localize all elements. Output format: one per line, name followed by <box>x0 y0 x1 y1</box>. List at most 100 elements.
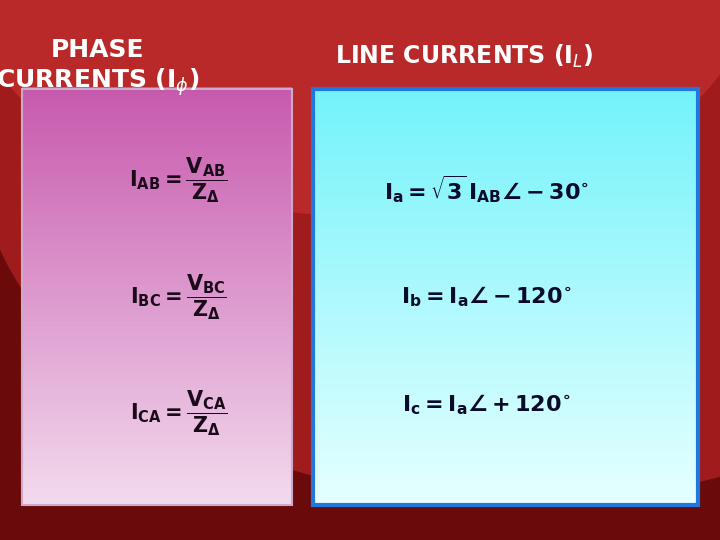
Bar <box>313 337 698 344</box>
Text: $\mathbf{I_a = \sqrt{3}\, I_{AB}\angle -30^{\circ}}$: $\mathbf{I_a = \sqrt{3}\, I_{AB}\angle -… <box>384 173 589 205</box>
Bar <box>313 155 698 162</box>
Bar <box>22 145 292 151</box>
Bar <box>22 269 292 276</box>
Bar <box>313 477 698 484</box>
Bar <box>313 451 698 458</box>
Bar <box>313 134 698 141</box>
Bar <box>313 415 698 422</box>
Bar <box>313 124 698 131</box>
Bar <box>313 139 698 146</box>
Bar <box>22 160 292 167</box>
Bar <box>22 290 292 297</box>
Bar <box>313 430 698 437</box>
Bar <box>22 301 292 307</box>
Bar <box>313 108 698 115</box>
Bar <box>313 165 698 172</box>
Bar <box>22 436 292 443</box>
Bar <box>313 389 698 396</box>
Bar <box>313 129 698 136</box>
Bar <box>22 244 292 250</box>
Text: $\mathbf{I_b = I_a\angle -120^{\circ}}$: $\mathbf{I_b = I_a\angle -120^{\circ}}$ <box>401 285 572 309</box>
Bar <box>313 301 698 307</box>
Bar <box>313 98 698 105</box>
Bar <box>22 467 292 474</box>
Bar <box>313 321 698 328</box>
Bar <box>313 441 698 448</box>
Bar <box>313 145 698 151</box>
Bar <box>313 446 698 453</box>
Bar <box>313 420 698 427</box>
Bar <box>313 462 698 469</box>
Bar <box>22 222 292 230</box>
Bar <box>22 462 292 469</box>
Bar <box>22 254 292 261</box>
Bar <box>22 379 292 386</box>
Bar <box>313 347 698 354</box>
Bar <box>22 171 292 178</box>
Bar <box>313 483 698 489</box>
Bar <box>22 124 292 131</box>
Bar <box>22 441 292 448</box>
Bar <box>313 404 698 411</box>
Bar <box>22 472 292 479</box>
Bar <box>313 264 698 271</box>
Bar <box>22 493 292 500</box>
Bar <box>22 399 292 406</box>
Bar <box>22 98 292 105</box>
Bar <box>313 89 698 505</box>
Bar <box>22 311 292 318</box>
Bar <box>313 295 698 302</box>
Bar <box>22 295 292 302</box>
Bar <box>22 420 292 427</box>
Bar <box>22 212 292 219</box>
Bar <box>313 248 698 255</box>
Bar <box>22 285 292 292</box>
Bar <box>313 238 698 245</box>
Bar <box>313 233 698 240</box>
Bar <box>22 218 292 224</box>
Bar <box>22 410 292 416</box>
Bar <box>22 384 292 390</box>
Text: $\mathbf{I_{BC} = \dfrac{V_{BC}}{Z_{\Delta}}}$: $\mathbf{I_{BC} = \dfrac{V_{BC}}{Z_{\Del… <box>130 272 227 322</box>
Bar <box>22 451 292 458</box>
Bar <box>313 212 698 219</box>
Bar <box>313 218 698 224</box>
Bar <box>313 436 698 443</box>
Bar <box>313 306 698 313</box>
Bar <box>313 207 698 214</box>
Bar <box>313 93 698 99</box>
Bar <box>22 456 292 463</box>
Bar <box>313 316 698 323</box>
Text: PHASE
CURRENTS (I$_{\phi}$): PHASE CURRENTS (I$_{\phi}$) <box>0 38 199 98</box>
Bar <box>22 186 292 193</box>
Bar <box>22 93 292 99</box>
Bar <box>22 207 292 214</box>
Bar <box>22 89 292 505</box>
Bar <box>22 426 292 432</box>
Bar <box>313 384 698 390</box>
Bar <box>22 103 292 110</box>
Text: LINE CURRENTS (I$_{L}$): LINE CURRENTS (I$_{L}$) <box>335 43 594 70</box>
PathPatch shape <box>0 0 720 502</box>
Bar <box>313 379 698 386</box>
Bar <box>313 150 698 157</box>
PathPatch shape <box>0 0 720 216</box>
Bar <box>313 87 698 94</box>
Bar <box>313 399 698 406</box>
Bar <box>313 259 698 266</box>
Bar <box>313 160 698 167</box>
Bar <box>22 342 292 349</box>
Bar <box>313 202 698 208</box>
Bar <box>22 347 292 354</box>
Bar <box>22 368 292 375</box>
Bar <box>313 171 698 178</box>
Bar <box>313 472 698 479</box>
Bar <box>22 87 292 94</box>
Bar <box>22 181 292 188</box>
Bar <box>22 316 292 323</box>
Bar <box>313 280 698 287</box>
Bar <box>313 244 698 250</box>
Bar <box>313 332 698 339</box>
Bar <box>313 368 698 375</box>
Bar <box>22 202 292 208</box>
